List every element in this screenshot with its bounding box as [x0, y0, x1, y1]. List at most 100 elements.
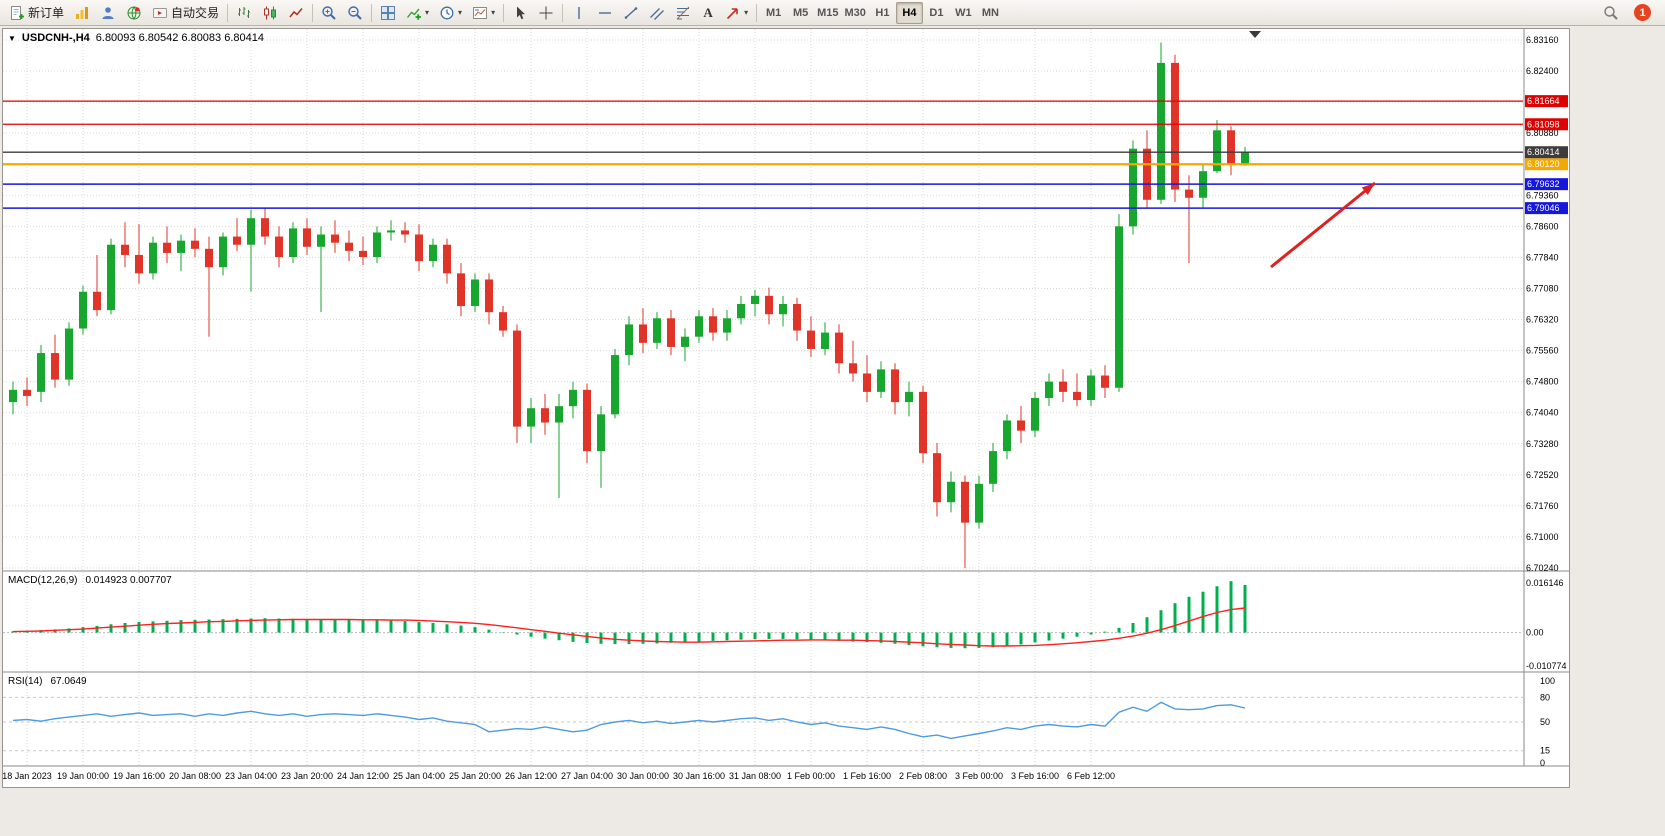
tile-windows-button[interactable]	[375, 2, 401, 24]
template-icon	[472, 5, 488, 21]
text-tool-icon: A	[703, 4, 713, 20]
collapse-arrow-icon[interactable]: ▼	[8, 33, 16, 43]
bar-chart-button[interactable]	[231, 2, 257, 24]
zoom-in-icon	[321, 5, 337, 21]
chart-window: 6.831606.824006.816406.808806.801206.793…	[2, 28, 1570, 788]
zoom-in-button[interactable]	[316, 2, 342, 24]
crosshair-button[interactable]	[533, 2, 559, 24]
svg-text:30 Jan 00:00: 30 Jan 00:00	[617, 771, 669, 781]
chart-canvas[interactable]: 6.831606.824006.816406.808806.801206.793…	[3, 29, 1569, 787]
toolbar-separator	[756, 3, 758, 22]
accounts-icon	[100, 5, 116, 21]
arrow-icon	[725, 5, 741, 21]
zoom-out-button[interactable]	[342, 2, 368, 24]
tf-h1-button[interactable]: H1	[869, 2, 896, 24]
tf-w1-button[interactable]: W1	[950, 2, 977, 24]
accounts-button[interactable]	[95, 2, 121, 24]
svg-text:23 Jan 04:00: 23 Jan 04:00	[225, 771, 277, 781]
svg-text:50: 50	[1540, 717, 1550, 727]
svg-text:6.79046: 6.79046	[1527, 203, 1560, 213]
svg-text:6 Feb 12:00: 6 Feb 12:00	[1067, 771, 1115, 781]
rsi-value-text: 67.0649	[50, 676, 87, 687]
search-icon	[1603, 5, 1619, 21]
shift-marker-icon[interactable]	[1249, 31, 1261, 38]
svg-text:19 Jan 16:00: 19 Jan 16:00	[113, 771, 165, 781]
candles-layer	[9, 42, 1249, 568]
templates-button[interactable]: ▾	[467, 2, 500, 24]
market-watch-button[interactable]	[69, 2, 95, 24]
svg-text:6.71760: 6.71760	[1526, 501, 1559, 511]
indicators-icon	[406, 5, 422, 21]
svg-text:-0.010774: -0.010774	[1526, 661, 1567, 671]
svg-text:1 Feb 16:00: 1 Feb 16:00	[843, 771, 891, 781]
tf-h4-button[interactable]: H4	[895, 1, 923, 24]
trend-arrow[interactable]	[1270, 181, 1376, 269]
macd-indicator-label: MACD(12,26,9) 0.014923 0.007707	[8, 575, 172, 586]
autotrading-icon	[152, 5, 168, 21]
svg-text:23 Jan 20:00: 23 Jan 20:00	[281, 771, 333, 781]
text-tool-button[interactable]: A	[696, 2, 720, 24]
autotrading-label: 自动交易	[171, 6, 220, 20]
chevron-down-icon: ▾	[491, 7, 496, 17]
candlestick-chart-button[interactable]	[257, 2, 283, 24]
macd-signal-line	[12, 607, 1246, 647]
price-axis[interactable]: 6.831606.824006.816406.808806.801206.793…	[1526, 35, 1559, 573]
tf-d1-button[interactable]: D1	[923, 2, 950, 24]
channel-tool-button[interactable]	[644, 2, 670, 24]
resistance-line-1-badge	[1525, 95, 1568, 108]
vertical-line-tool-button[interactable]	[566, 2, 592, 24]
line-chart-button[interactable]	[283, 2, 309, 24]
new-order-button[interactable]: 新订单	[4, 2, 69, 24]
horizontal-line-tool-button[interactable]	[592, 2, 618, 24]
svg-text:6.78600: 6.78600	[1526, 221, 1559, 231]
tf-m5-button[interactable]: M5	[787, 2, 814, 24]
horizontal-line-icon	[597, 5, 613, 21]
search-button[interactable]	[1598, 2, 1624, 24]
svg-text:3 Feb 00:00: 3 Feb 00:00	[955, 771, 1003, 781]
toolbar-separator	[312, 3, 314, 22]
periods-button[interactable]: ▾	[434, 2, 467, 24]
tf-mn-button[interactable]: MN	[977, 2, 1004, 24]
cursor-button[interactable]	[507, 2, 533, 24]
svg-text:1 Feb 00:00: 1 Feb 00:00	[787, 771, 835, 781]
chevron-down-icon: ▾	[744, 7, 749, 17]
time-axis[interactable]: 18 Jan 2023 19 Jan 00:00 19 Jan 16:00 20 Ja…	[3, 771, 1115, 781]
cursor-icon	[512, 5, 528, 21]
svg-text:25 Jan 20:00: 25 Jan 20:00	[449, 771, 501, 781]
svg-text:6.73280: 6.73280	[1526, 439, 1559, 449]
indicators-button[interactable]: ▾	[401, 2, 434, 24]
tf-m15-button[interactable]: M15	[814, 2, 841, 24]
rsi-title-text: RSI(14)	[8, 676, 43, 687]
notifications-badge[interactable]: 1	[1634, 4, 1651, 21]
svg-text:6.80120: 6.80120	[1527, 159, 1560, 169]
arrows-tool-button[interactable]: ▾	[720, 2, 753, 24]
trendline-icon	[623, 5, 639, 21]
svg-text:0: 0	[1540, 758, 1545, 768]
fibonacci-icon	[675, 5, 691, 21]
toolbar-right-group: 1	[1598, 2, 1661, 24]
svg-text:24 Jan 12:00: 24 Jan 12:00	[337, 771, 389, 781]
support-line-2-badge	[1525, 202, 1568, 215]
zoom-out-icon	[347, 5, 363, 21]
bar-chart-icon	[236, 5, 252, 21]
tf-m30-button[interactable]: M30	[842, 2, 869, 24]
svg-text:6.74040: 6.74040	[1526, 408, 1559, 418]
svg-text:6.80414: 6.80414	[1527, 147, 1560, 157]
svg-text:6.74800: 6.74800	[1526, 377, 1559, 387]
community-button[interactable]	[121, 2, 147, 24]
chart-title: ▼ USDCNH-,H4 6.80093 6.80542 6.80083 6.8…	[8, 32, 264, 44]
trendline-tool-button[interactable]	[618, 2, 644, 24]
toolbar-separator	[503, 3, 505, 22]
clock-icon	[439, 5, 455, 21]
line-chart-icon	[288, 5, 304, 21]
pivot-line-badge	[1525, 158, 1568, 171]
current-price-line-badge	[1525, 146, 1568, 159]
svg-text:6.81098: 6.81098	[1527, 119, 1560, 129]
toolbar-separator	[562, 3, 564, 22]
fibonacci-tool-button[interactable]	[670, 2, 696, 24]
tf-m1-button[interactable]: M1	[760, 2, 787, 24]
svg-text:6.71000: 6.71000	[1526, 532, 1559, 542]
chevron-down-icon: ▾	[458, 7, 463, 17]
market-watch-icon	[74, 5, 90, 21]
autotrading-button[interactable]: 自动交易	[147, 2, 224, 24]
